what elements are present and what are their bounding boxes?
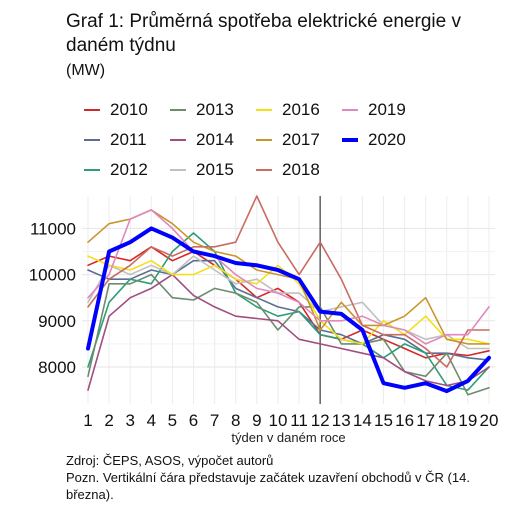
y-tick-label: 11000 — [30, 219, 76, 238]
x-tick-label: 9 — [252, 411, 261, 430]
legend-label: 2010 — [110, 100, 148, 119]
chart-footer: Zdroj: ČEPS, ASOS, výpočet autorů Pozn. … — [66, 452, 496, 503]
x-tick-label: 15 — [374, 411, 393, 430]
series-line-2020 — [86, 226, 491, 394]
x-tick-label: 17 — [416, 411, 435, 430]
x-axis-label: týden v daném roce — [231, 430, 345, 445]
x-tick-label: 12 — [311, 411, 330, 430]
chart-subtitle: (MW) — [66, 62, 106, 79]
legend-swatch — [256, 169, 272, 171]
legend-item-2017: 2017 — [256, 126, 320, 154]
legend-swatch — [342, 138, 358, 142]
legend-item-2015: 2015 — [170, 156, 234, 184]
x-tick-label: 2 — [104, 411, 113, 430]
legend-swatch — [342, 109, 358, 111]
series-line-2014 — [87, 273, 490, 391]
chart-title: Graf 1: Průměrná spotřeba elektrické ene… — [66, 11, 461, 56]
x-tick-label: 10 — [268, 411, 287, 430]
legend-swatch — [170, 109, 186, 111]
legend-label: 2018 — [282, 160, 320, 179]
x-tick-label: 14 — [353, 411, 372, 430]
legend-swatch — [256, 109, 272, 111]
legend-item-2020: 2020 — [342, 126, 406, 154]
legend-label: 2011 — [110, 130, 147, 149]
legend-item-2011: 2011 — [84, 126, 147, 154]
legend-label: 2014 — [196, 130, 234, 149]
y-tick-label: 10000 — [29, 266, 76, 285]
x-tick-label: 11 — [290, 411, 308, 430]
legend-swatch — [256, 139, 272, 141]
legend-swatch — [84, 169, 100, 171]
legend-item-2014: 2014 — [170, 126, 234, 154]
remark-note: Pozn. Vertikální čára představuje začáte… — [66, 470, 470, 502]
legend-swatch — [84, 109, 100, 111]
legend-label: 2020 — [368, 130, 406, 149]
legend-label: 2017 — [282, 130, 320, 149]
legend-item-2016: 2016 — [256, 96, 320, 124]
legend-item-2010: 2010 — [84, 96, 148, 124]
x-tick-label: 3 — [125, 411, 134, 430]
series-line-2015 — [87, 255, 490, 350]
x-tick-label: 4 — [147, 411, 156, 430]
legend-label: 2016 — [282, 100, 320, 119]
x-tick-label: 18 — [437, 411, 456, 430]
legend-label: 2013 — [196, 100, 234, 119]
x-tick-label: 1 — [83, 411, 92, 430]
source-note: Zdroj: ČEPS, ASOS, výpočet autorů — [66, 453, 274, 468]
legend-item-2012: 2012 — [84, 156, 148, 184]
chart-legend: 2010 2011 2012 2013 2014 2015 2016 2017 2018 2019… — [84, 96, 414, 180]
x-tick-label: 13 — [332, 411, 351, 430]
x-tick-label: 20 — [480, 411, 499, 430]
legend-label: 2012 — [110, 160, 148, 179]
x-tick-label: 6 — [189, 411, 198, 430]
y-tick-label: 8000 — [38, 358, 76, 377]
series-line-2013 — [87, 273, 490, 396]
x-tick-label: 16 — [395, 411, 414, 430]
legend-swatch — [84, 139, 100, 141]
x-tick-label: 7 — [210, 411, 219, 430]
legend-item-2013: 2013 — [170, 96, 234, 124]
series-line-2018 — [87, 195, 490, 368]
x-tick-label: 5 — [168, 411, 177, 430]
legend-swatch — [170, 139, 186, 141]
legend-swatch — [170, 169, 186, 171]
series-line-2019 — [87, 209, 490, 345]
legend-label: 2019 — [368, 100, 406, 119]
legend-label: 2015 — [196, 160, 234, 179]
legend-item-2018: 2018 — [256, 156, 320, 184]
legend-item-2019: 2019 — [342, 96, 406, 124]
y-tick-label: 9000 — [38, 312, 76, 331]
x-tick-label: 8 — [231, 411, 240, 430]
x-tick-label: 19 — [458, 411, 477, 430]
